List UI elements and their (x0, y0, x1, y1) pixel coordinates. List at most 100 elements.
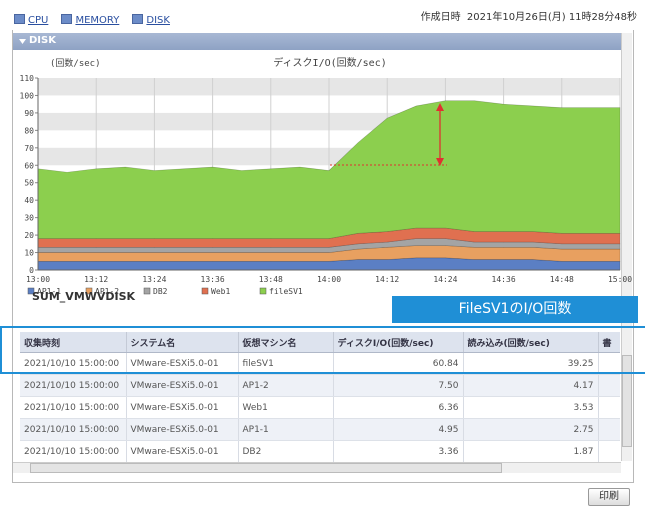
table-cell: 7.50 (333, 374, 464, 397)
table-cell: 2021/10/10 15:00:00 (20, 374, 127, 397)
window-frame (12, 30, 634, 483)
x-tick-label: 14:00 (317, 275, 341, 284)
x-tick-label: 13:00 (26, 275, 50, 284)
column-header: 収集時刻 (20, 332, 127, 353)
y-tick-label: 70 (24, 144, 34, 153)
y-axis-label: (回数/sec) (50, 57, 101, 69)
created-at: 作成日時 2021年10月26日(月) 11時28分48秒 (420, 12, 637, 23)
table-viewport: 収集時刻 システム名 仮想マシン名 ディスクI/O(回数/sec) 読み込み(回数/se… (20, 332, 620, 463)
table-cell: 4.95 (333, 418, 464, 441)
vertical-scrollbar[interactable] (621, 33, 632, 461)
table-cell: 60.84 (333, 352, 464, 375)
table-cell: 4.17 (463, 374, 599, 397)
legend-swatch (85, 287, 93, 295)
table-cell: 3.36 (333, 440, 464, 463)
y-tick-label: 10 (24, 249, 34, 258)
x-tick-label: 14:24 (433, 275, 457, 284)
arrow-head (436, 103, 444, 111)
chart: ディスクI/O(回数/sec) (回数/sec) 0 10 20 30 40 50 60 70… (20, 56, 633, 296)
table-cell: 6.36 (333, 396, 464, 419)
chart-title: ディスクI/O(回数/sec) (273, 56, 387, 69)
x-tick-label: 13:36 (201, 275, 225, 284)
tab[interactable]: CPU (14, 14, 49, 26)
legend-label: Web1 (211, 287, 230, 296)
table-cell: fileSV1 (238, 352, 334, 375)
table-cell: 39.25 (463, 352, 599, 375)
column-header: 仮想マシン名 (238, 332, 334, 353)
x-tick-label: 15:00 (608, 275, 632, 284)
header-row: 収集時刻 システム名 仮想マシン名 ディスクI/O(回数/sec) 読み込み(回数/se… (20, 332, 620, 353)
legend-label: AP1-1 (37, 287, 61, 296)
table-cell: 2.75 (463, 418, 599, 441)
legend-swatch (201, 287, 209, 295)
y-tick-label: 60 (24, 161, 34, 170)
table-cell: DB2 (238, 440, 334, 463)
tab[interactable]: DISK (132, 14, 170, 26)
tab-bar: CPU MEMORY DISK (14, 8, 170, 27)
x-tick-label: 13:48 (259, 275, 283, 284)
arrow-head (436, 158, 444, 166)
y-tick-label: 90 (24, 109, 34, 118)
table-cell: VMware-ESXi5.0-01 (126, 440, 239, 463)
column-header: 書 (598, 332, 620, 353)
table-row: 2021/10/10 15:00:00 VMware-ESXi5.0-01 AP1-… (20, 418, 620, 441)
legend-swatch (143, 287, 151, 295)
legend-label: fileSV1 (269, 287, 303, 296)
data-table: 収集時刻 システム名 仮想マシン名 ディスクI/O(回数/sec) 読み込み(回数/se… (20, 332, 620, 463)
area (37, 100, 621, 239)
x-tick-label: 14:12 (375, 275, 399, 284)
table-cell: VMware-ESXi5.0-01 (126, 418, 239, 441)
table-cell: 2021/10/10 15:00:00 (20, 352, 127, 375)
highlight-frame (0, 326, 645, 374)
table-title: SUM_VMWVDISK (32, 290, 136, 303)
table-row: 2021/10/10 15:00:00 VMware-ESXi5.0-01 file… (20, 352, 620, 375)
legend-label: DB2 (153, 287, 168, 296)
table-row: 2021/10/10 15:00:00 VMware-ESXi5.0-01 DB2 3… (20, 440, 620, 463)
area (37, 227, 621, 248)
table-cell (598, 374, 620, 397)
y-tick-label: 50 (24, 179, 34, 188)
table-cell (598, 352, 620, 375)
table-cell: 2021/10/10 15:00:00 (20, 396, 127, 419)
x-tick-label: 14:48 (550, 275, 574, 284)
table-cell: Web1 (238, 396, 334, 419)
print-button[interactable]: 印刷 (588, 488, 630, 506)
table-cell: AP1-1 (238, 418, 334, 441)
y-tick-label: 20 (24, 231, 34, 240)
table-cell: AP1-2 (238, 374, 334, 397)
table-cell (598, 440, 620, 463)
table-cell: 2021/10/10 15:00:00 (20, 440, 127, 463)
table-cell: VMware-ESXi5.0-01 (126, 352, 239, 375)
section-title: DISK (29, 35, 56, 46)
x-tick-label: 13:12 (84, 275, 108, 284)
legend-label: AP1-2 (95, 287, 119, 296)
table-cell: VMware-ESXi5.0-01 (126, 396, 239, 419)
y-tick-label: 0 (29, 266, 34, 275)
column-header: ディスクI/O(回数/sec) (333, 332, 464, 353)
table-row: 2021/10/10 15:00:00 VMware-ESXi5.0-01 Web1… (20, 396, 620, 419)
y-tick-label: 80 (24, 126, 34, 135)
table-cell: 2021/10/10 15:00:00 (20, 418, 127, 441)
section-header[interactable]: DISK (13, 33, 621, 50)
y-tick-label: 40 (24, 196, 34, 205)
y-tick-label: 110 (20, 74, 35, 83)
scroll-thumb[interactable] (622, 355, 632, 447)
table-cell: 3.53 (463, 396, 599, 419)
table-cell: VMware-ESXi5.0-01 (126, 374, 239, 397)
tab[interactable]: MEMORY (61, 14, 120, 26)
column-header: 読み込み(回数/sec) (463, 332, 599, 353)
legend-swatch (259, 287, 267, 295)
tab-label[interactable]: DISK (146, 15, 170, 26)
hscroll-thumb[interactable] (30, 463, 502, 473)
table-cell (598, 396, 620, 419)
annotation-callout: FileSV1のI/O回数 (392, 296, 638, 323)
x-tick-label: 14:36 (492, 275, 516, 284)
legend-swatch (27, 287, 35, 295)
column-header: システム名 (126, 332, 239, 353)
table-row: 2021/10/10 15:00:00 VMware-ESXi5.0-01 AP1-… (20, 374, 620, 397)
table-cell (598, 418, 620, 441)
tab-label[interactable]: MEMORY (75, 15, 120, 26)
tab-label[interactable]: CPU (28, 15, 49, 26)
collapse-icon (19, 39, 26, 44)
